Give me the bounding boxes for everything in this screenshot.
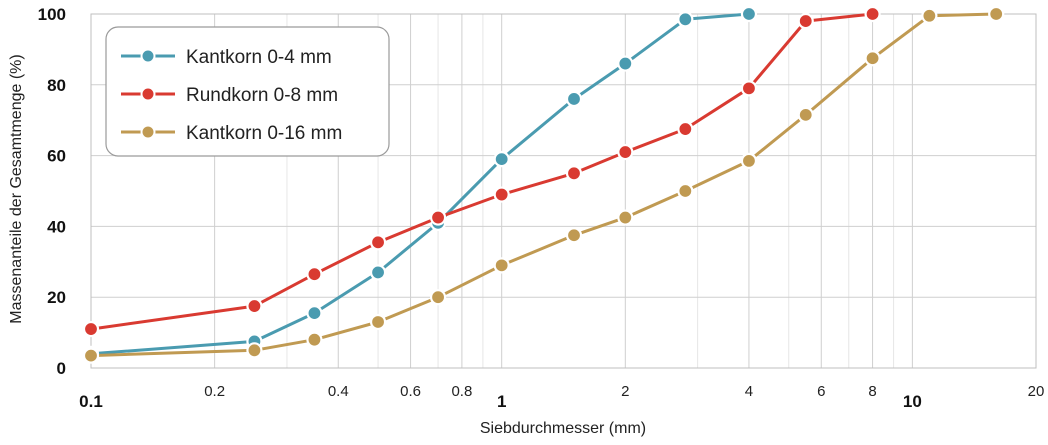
data-point <box>493 186 510 203</box>
legend-label: Kantkorn 0-16 mm <box>186 123 342 144</box>
x-tick-label: 2 <box>621 383 629 400</box>
legend-label: Rundkorn 0-8 mm <box>186 85 338 106</box>
y-tick-label: 0 <box>57 359 66 378</box>
data-point <box>921 7 938 24</box>
x-tick-label: 4 <box>745 383 753 400</box>
data-point <box>369 313 387 331</box>
data-point <box>306 331 323 348</box>
y-tick-label: 100 <box>38 5 66 24</box>
x-tick-label: 0.1 <box>79 392 103 411</box>
data-point <box>988 5 1005 23</box>
data-point <box>677 11 694 28</box>
series-line <box>90 12 750 356</box>
data-point <box>677 182 694 200</box>
data-point <box>864 50 881 67</box>
series <box>82 5 1005 364</box>
data-point <box>82 320 100 338</box>
x-tick-label: 0.8 <box>451 383 472 400</box>
series-2 <box>82 5 881 338</box>
data-point <box>246 342 263 359</box>
data-point <box>369 234 387 251</box>
legend-box <box>105 26 390 157</box>
legend-item: Kantkorn 0-16 mm <box>121 123 342 144</box>
data-point <box>677 120 694 138</box>
y-tick-label: 60 <box>47 147 66 166</box>
data-point <box>565 165 583 182</box>
data-point <box>306 305 323 322</box>
data-point <box>797 106 814 123</box>
data-point <box>429 289 447 306</box>
data-point <box>369 264 387 281</box>
y-tick-label: 80 <box>47 76 66 95</box>
x-axis-title: Siebdurchmesser (mm) <box>480 420 646 437</box>
y-axis-title: Massenanteile der Gesamtmenge (%) <box>8 54 25 323</box>
series-line <box>90 12 997 358</box>
legend: Kantkorn 0-4 mm Rundkorn 0-8 mm Kantkorn 0… <box>105 26 390 157</box>
x-tick-label: 0.2 <box>204 383 225 400</box>
series-line <box>90 12 873 331</box>
data-point <box>493 257 510 274</box>
data-point <box>797 12 814 30</box>
data-point <box>493 151 510 168</box>
x-tick-label: 6 <box>817 383 825 400</box>
y-tick-label: 20 <box>47 288 66 307</box>
data-point <box>565 90 583 108</box>
x-tick-label: 1 <box>497 392 506 411</box>
data-point <box>246 297 263 315</box>
x-tick-label: 20 <box>1028 383 1045 400</box>
data-point <box>740 5 758 23</box>
data-point <box>306 266 323 283</box>
x-tick-label: 0.6 <box>400 383 421 400</box>
legend-swatch-marker <box>140 86 156 102</box>
data-point <box>82 347 100 364</box>
data-point <box>740 152 758 170</box>
y-tick-label: 40 <box>47 217 66 236</box>
data-point <box>617 55 634 72</box>
legend-swatch-marker <box>140 48 156 64</box>
legend-item: Rundkorn 0-8 mm <box>121 85 338 106</box>
plot-frame <box>90 13 1037 369</box>
data-point <box>429 209 447 226</box>
data-point <box>740 80 758 97</box>
x-tick-label: 0.4 <box>328 383 349 400</box>
data-point <box>864 5 881 23</box>
x-tick-label: 10 <box>903 392 922 411</box>
legend-swatch-marker <box>140 124 156 140</box>
legend-label: Kantkorn 0-4 mm <box>186 47 332 68</box>
legend-item: Kantkorn 0-4 mm <box>121 47 332 68</box>
data-point <box>617 143 634 161</box>
series-3 <box>82 5 1005 364</box>
x-tick-label: 8 <box>868 383 876 400</box>
data-point <box>617 209 634 226</box>
data-point <box>565 227 583 244</box>
axes: 0.1 0.2 0.4 0.6 0.8 1 2 4 6 8 10 20 0 20 40 60 80 100 <box>38 5 1045 411</box>
